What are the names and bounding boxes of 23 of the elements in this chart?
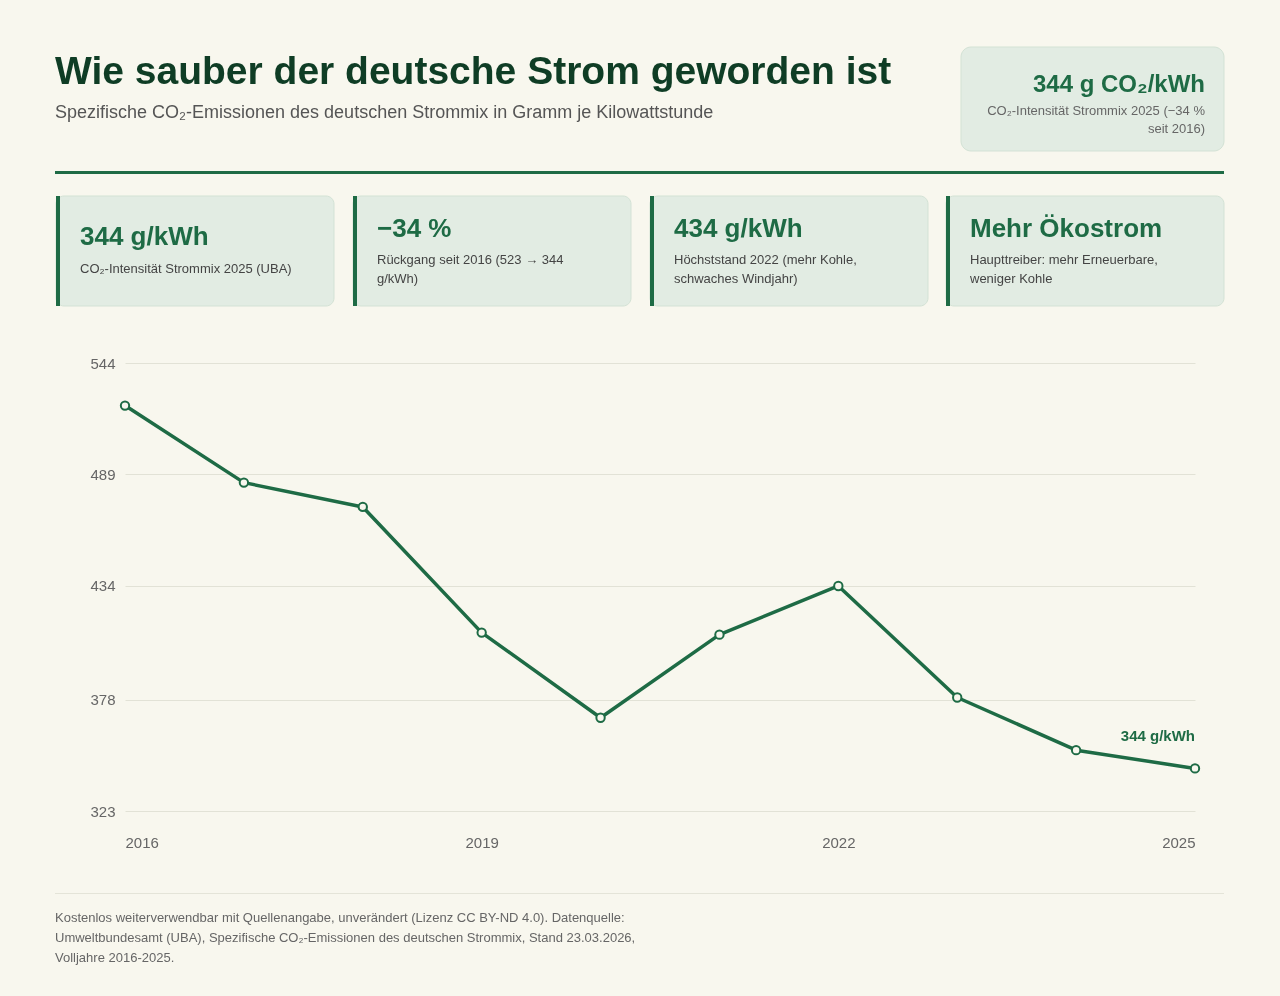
text: Höchststand 2022 (mehr Kohle, schwaches Windjahr) <box>674 252 857 286</box>
y-tick-label: 544 <box>90 354 116 372</box>
x-tick-label: 2022 <box>822 833 856 851</box>
text: Rückgang seit 2016 (523 → 344 g/kWh) <box>377 252 564 286</box>
annotation: 344 g/kWh <box>1120 727 1195 745</box>
y-tick-label: 378 <box>90 691 116 709</box>
y-tick-label: 489 <box>90 465 116 483</box>
text: CO₂-Intensität Strommix 2025 (−34 % seit 2016) <box>987 103 1206 136</box>
text: 434 g/kWh <box>674 213 803 243</box>
text: CO₂-Intensität Strommix 2025 (UBA) <box>80 261 292 276</box>
text: Haupttreiber: mehr Erneuerbare, weniger Kohle <box>969 252 1158 286</box>
x-tick-label: 2019 <box>465 833 499 851</box>
y-tick-label: 323 <box>90 802 116 820</box>
y-tick-label: 434 <box>90 577 116 595</box>
text: 344 g/kWh <box>80 221 209 251</box>
text: Mehr Ökostrom <box>970 213 1163 243</box>
text: −34 % <box>377 213 452 243</box>
text: 344 g CO₂/kWh <box>1032 70 1205 97</box>
chart-subtitle: Spezifische CO₂-Emissionen des deutschen Strommix in Gramm je Kilowattstunde <box>55 102 714 122</box>
x-tick-label: 2025 <box>1162 833 1196 851</box>
x-tick-label: 2016 <box>125 833 159 851</box>
chart-title: Wie sauber der deutsche Strom geworden ist <box>55 49 892 92</box>
text: Kostenlos weiterverwendbar mit Quellenangabe, unverändert (Lizenz CC BY-ND 4.0). Datenquelle: Umweltbundesamt (UBA), Spezifische CO₂-Emissionen des deutschen Strommix, Stand 23.03.2026, Volljahre 2016-2025. <box>55 910 636 965</box>
